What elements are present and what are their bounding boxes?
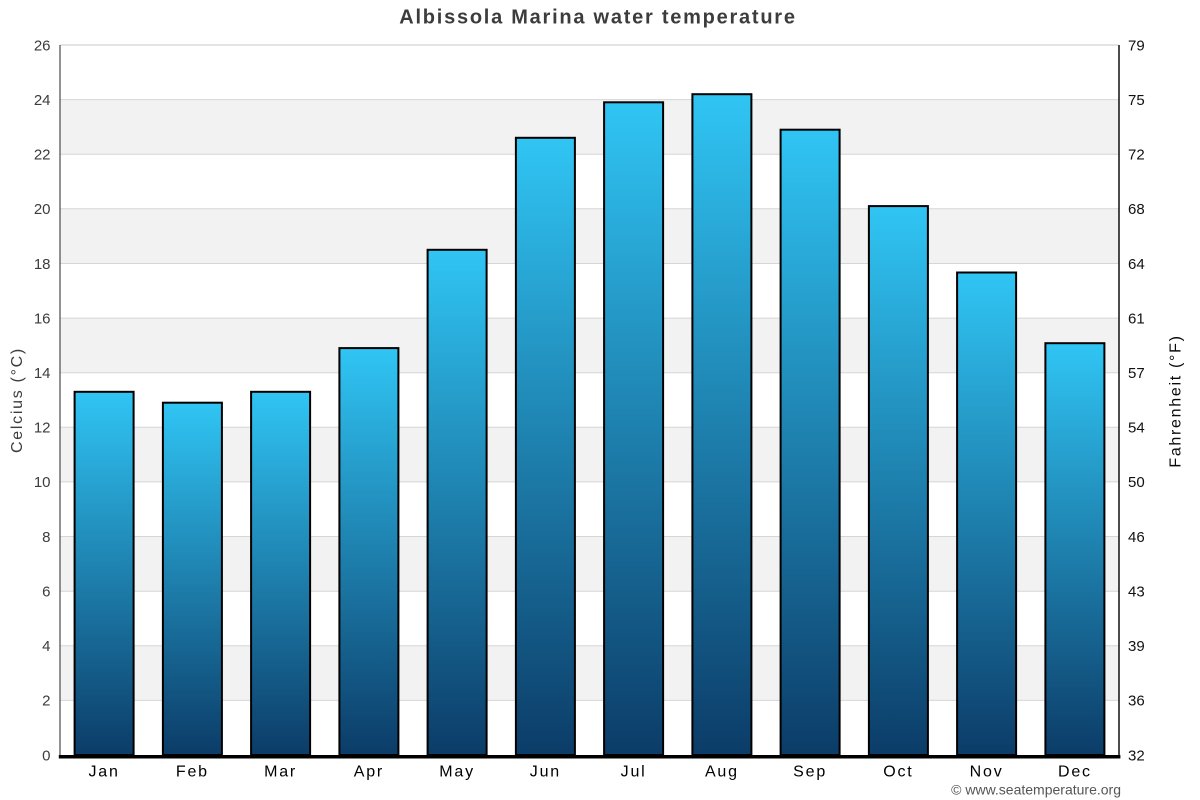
svg-text:Nov: Nov <box>970 764 1004 781</box>
svg-text:12: 12 <box>34 420 51 437</box>
svg-text:36: 36 <box>1128 693 1145 710</box>
svg-text:10: 10 <box>34 474 51 491</box>
svg-text:Aug: Aug <box>705 764 739 781</box>
svg-text:Jul: Jul <box>621 764 647 781</box>
svg-text:Albissola Marina water tempera: Albissola Marina water temperature <box>399 7 796 29</box>
svg-text:61: 61 <box>1128 310 1145 327</box>
svg-text:16: 16 <box>34 310 51 327</box>
svg-text:Fahrenheit (°F): Fahrenheit (°F) <box>1168 334 1185 467</box>
svg-text:Jan: Jan <box>88 764 119 781</box>
svg-text:68: 68 <box>1128 201 1145 218</box>
svg-text:4: 4 <box>42 638 50 655</box>
svg-text:46: 46 <box>1128 529 1145 546</box>
svg-text:Sep: Sep <box>793 764 827 781</box>
svg-text:24: 24 <box>34 92 51 109</box>
svg-text:39: 39 <box>1128 638 1145 655</box>
svg-text:8: 8 <box>42 529 50 546</box>
svg-text:22: 22 <box>34 147 51 164</box>
svg-text:Celcius (°C): Celcius (°C) <box>9 347 26 453</box>
svg-text:26: 26 <box>34 37 51 54</box>
svg-text:Oct: Oct <box>883 764 913 781</box>
svg-text:18: 18 <box>34 256 51 273</box>
svg-text:0: 0 <box>42 747 50 764</box>
svg-text:72: 72 <box>1128 147 1145 164</box>
svg-text:57: 57 <box>1128 365 1145 382</box>
svg-text:32: 32 <box>1128 747 1145 764</box>
svg-text:6: 6 <box>42 584 50 601</box>
svg-text:2: 2 <box>42 693 50 710</box>
svg-text:Feb: Feb <box>176 764 209 781</box>
svg-text:Dec: Dec <box>1058 764 1092 781</box>
svg-text:Jun: Jun <box>530 764 561 781</box>
svg-text:43: 43 <box>1128 584 1145 601</box>
svg-text:75: 75 <box>1128 92 1145 109</box>
svg-text:20: 20 <box>34 201 51 218</box>
svg-text:64: 64 <box>1128 256 1145 273</box>
svg-text:Apr: Apr <box>354 764 384 781</box>
svg-text:May: May <box>439 764 475 781</box>
svg-text:50: 50 <box>1128 474 1145 491</box>
svg-text:14: 14 <box>34 365 51 382</box>
svg-text:79: 79 <box>1128 37 1145 54</box>
svg-text:54: 54 <box>1128 420 1145 437</box>
svg-text:Mar: Mar <box>264 764 297 781</box>
svg-text:© www.seatemperature.org: © www.seatemperature.org <box>951 782 1121 798</box>
